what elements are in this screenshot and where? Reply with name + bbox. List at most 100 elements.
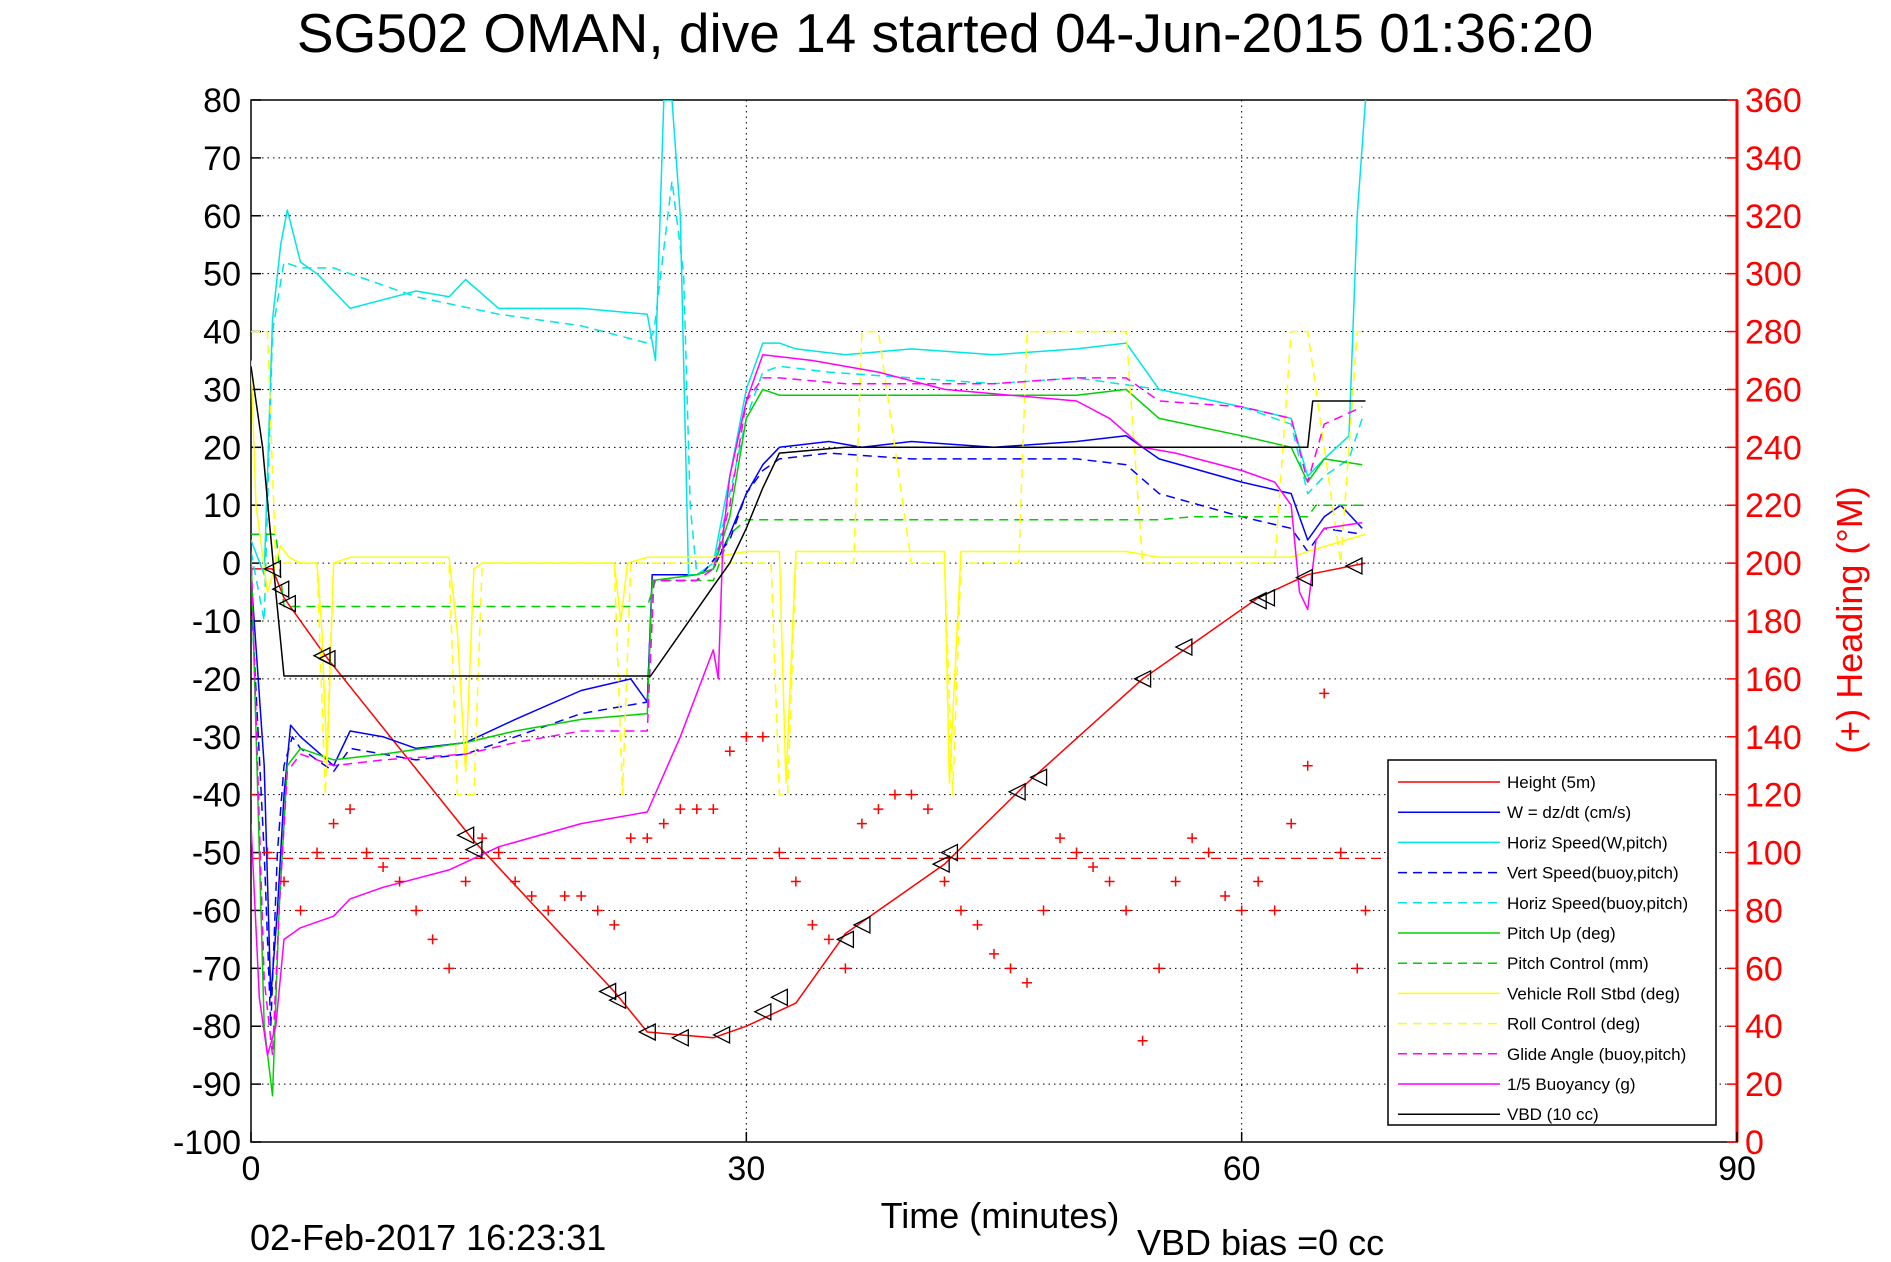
depth-marker — [1294, 568, 1314, 587]
y2-tick-label: 300 — [1745, 256, 1802, 294]
y-tick-label: 50 — [203, 256, 241, 294]
series-line — [251, 366, 1366, 677]
heading-marker — [906, 789, 917, 800]
y-tick-label: -60 — [192, 892, 241, 930]
y2-tick-label: 60 — [1745, 950, 1783, 988]
y2-tick-label: 260 — [1745, 371, 1802, 409]
heading-marker — [1088, 862, 1099, 873]
depth-marker — [317, 649, 336, 668]
heading-marker — [691, 804, 702, 815]
y-tick-label: -10 — [192, 603, 241, 641]
heading-marker — [972, 919, 983, 930]
depth-marker — [1133, 669, 1152, 688]
y-tick-label: -50 — [192, 835, 241, 873]
depth-marker — [712, 1025, 731, 1044]
heading-marker — [873, 804, 884, 815]
depth-marker — [1174, 637, 1193, 657]
x-tick-label: 30 — [727, 1150, 765, 1188]
depth-marker — [464, 840, 483, 859]
chart-title: SG502 OMAN, dive 14 started 04-Jun-2015 … — [297, 2, 1593, 64]
heading-marker — [856, 818, 867, 829]
chart-legend: Height (5m) W = dz/dt (cm/s) Horiz Speed(W… — [1387, 759, 1717, 1126]
depth-marker — [835, 930, 855, 949]
series-line — [251, 562, 1366, 1039]
heading-marker — [1154, 963, 1165, 974]
y-tick-label: -20 — [192, 661, 241, 699]
depth-marker — [852, 915, 871, 934]
y2-tick-label: 320 — [1745, 198, 1802, 236]
tick-labels: 80706050403020100-10-20-30-40-50-60-70-8… — [173, 82, 1802, 1188]
legend-label: Vehicle Roll Stbd (deg) — [1507, 984, 1680, 1003]
heading-marker — [642, 833, 653, 844]
y-tick-label: -40 — [192, 777, 241, 815]
legend-label: Vert Speed(buoy,pitch) — [1507, 864, 1679, 883]
heading-marker — [807, 919, 818, 930]
x-axis-label: Time (minutes) — [881, 1195, 1120, 1236]
heading-marker — [955, 905, 966, 916]
heading-marker — [708, 804, 719, 815]
heading-marker — [1055, 833, 1066, 844]
depth-marker — [271, 580, 290, 599]
heading-marker — [378, 862, 389, 873]
heading-marker — [510, 876, 521, 887]
series-line — [251, 353, 1363, 1056]
legend-label: Horiz Speed(buoy,pitch) — [1507, 894, 1688, 913]
heading-marker — [625, 833, 636, 844]
heading-marker — [262, 847, 273, 858]
legend-label: VBD (10 cc) — [1507, 1105, 1599, 1124]
y2-tick-label: 40 — [1745, 1008, 1783, 1046]
heading-marker — [328, 818, 339, 829]
y-tick-label: -100 — [173, 1124, 241, 1162]
heading-marker — [922, 804, 933, 815]
heading-marker — [295, 905, 306, 916]
heading-marker — [427, 934, 438, 945]
plot-area — [251, 100, 1487, 1097]
series-line — [251, 388, 1363, 1097]
y2-tick-label: 200 — [1745, 545, 1802, 583]
y2-tick-label: 20 — [1745, 1066, 1783, 1104]
legend-label: Height (5m) — [1507, 773, 1596, 792]
depth-marker — [263, 559, 282, 578]
heading-marker — [1286, 818, 1297, 829]
depth-marker — [670, 1028, 689, 1047]
y-tick-label: -70 — [192, 950, 241, 988]
heading-marker — [1319, 688, 1330, 699]
heading-marker — [444, 963, 455, 974]
heading-marker — [251, 789, 256, 800]
y2-tick-label: 280 — [1745, 314, 1802, 352]
heading-marker — [1187, 833, 1198, 844]
y2-tick-label: 160 — [1745, 661, 1802, 699]
heading-marker — [411, 905, 422, 916]
y-tick-label: 10 — [203, 487, 241, 525]
heading-marker — [757, 731, 768, 742]
heading-marker — [543, 905, 554, 916]
depth-marker — [931, 855, 950, 874]
depth-marker — [637, 1022, 656, 1042]
depth-marker — [1256, 588, 1276, 607]
series-line — [251, 452, 1363, 1027]
y2-tick-label: 120 — [1745, 777, 1802, 815]
y2-tick-label: 140 — [1745, 719, 1802, 757]
heading-marker — [790, 876, 801, 887]
depth-marker — [608, 991, 627, 1010]
legend-label: Horiz Speed(W,pitch) — [1507, 833, 1668, 852]
legend-label: W = dz/dt (cm/s) — [1507, 803, 1631, 822]
footer-timestamp: 02-Feb-2017 16:23:31 — [250, 1217, 606, 1258]
heading-marker — [1071, 847, 1082, 858]
heading-marker — [609, 919, 620, 930]
y2-tick-label: 100 — [1745, 835, 1802, 873]
y2-tick-label: 240 — [1745, 429, 1802, 467]
y2-tick-label: 80 — [1745, 892, 1783, 930]
y-tick-label: 0 — [222, 545, 241, 583]
y2-tick-label: 220 — [1745, 487, 1802, 525]
depth-marker — [277, 594, 296, 613]
depth-marker — [769, 988, 789, 1007]
legend-label: Glide Angle (buoy,pitch) — [1507, 1045, 1686, 1064]
heading-marker — [1203, 847, 1214, 858]
heading-marker — [840, 963, 851, 974]
plot-series — [251, 100, 1487, 1097]
heading-marker — [526, 890, 537, 901]
y2-tick-label: 360 — [1745, 82, 1802, 120]
heading-marker — [1253, 876, 1264, 887]
